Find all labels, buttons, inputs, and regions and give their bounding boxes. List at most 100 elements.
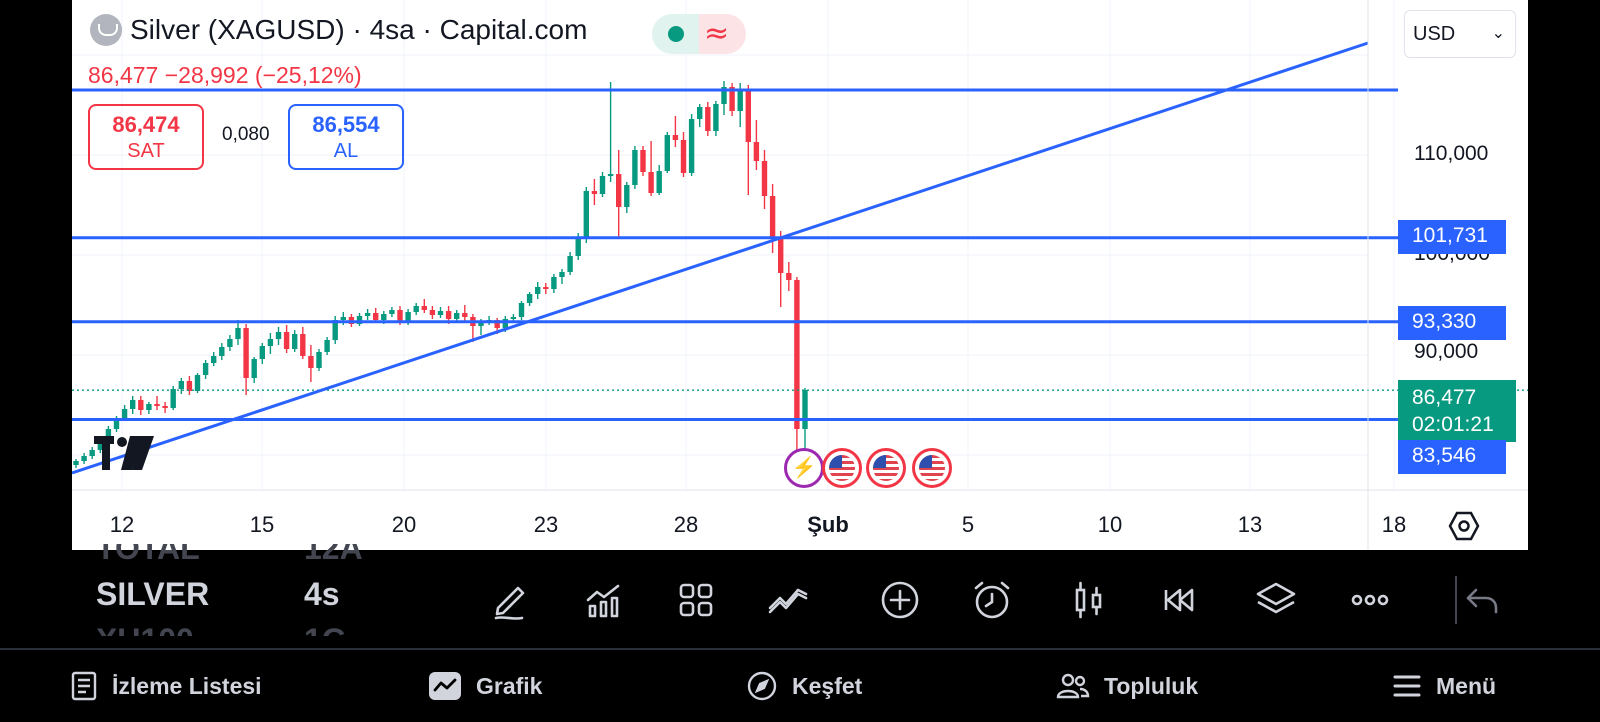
capital-logo-icon [90,14,122,46]
x-tick-label: 23 [533,512,559,537]
nav-community-label: Topluluk [1104,672,1199,699]
chart-settings-icon[interactable] [1448,510,1480,547]
nav-explore[interactable]: Keşfet [746,650,862,722]
candle-body [138,400,144,410]
candle-body [381,314,387,320]
nav-chart[interactable]: Grafik [428,650,542,722]
candle-body [518,303,525,317]
candle-body [235,328,241,339]
candle-body [697,107,703,119]
candle-body [729,87,735,111]
candle-body [178,381,184,389]
more-icon[interactable] [1348,578,1392,622]
candle-body [591,191,598,194]
us-flag-event-icon[interactable] [822,448,862,488]
x-tick-label: Şub [807,512,849,537]
compare-icon[interactable] [766,578,810,622]
candle-body [705,107,711,131]
chart-panel[interactable]: Silver (XAGUSD) · 4sa · Capital.com ≈ 86… [72,0,1528,550]
buy-label: AL [333,140,359,162]
candle-body [672,135,679,140]
level-price-tag[interactable]: 83,546 [1398,440,1506,474]
candle-body [445,311,452,319]
symbol-legend[interactable]: Silver (XAGUSD) · 4sa · Capital.com [90,14,587,46]
us-flag-event-icon[interactable] [866,448,906,488]
x-tick-label: 18 [1381,512,1407,537]
candle-body [316,352,322,368]
candle-body [421,306,427,310]
people-icon [1056,671,1090,701]
candle-body [745,91,751,142]
candle-body [146,404,152,410]
bottom-navigation: İzleme Listesi Grafik Keşfet Topluluk Me… [0,648,1600,722]
layout-grid-icon[interactable] [674,578,718,622]
pencil-icon[interactable] [490,578,534,622]
y-tick-label: 110,000 [1414,142,1489,165]
us-flag-event-icon[interactable] [912,448,952,488]
lightning-event-icon[interactable]: ⚡ [784,448,824,488]
candle-body [575,237,581,256]
candle-body [543,287,549,289]
x-tick-label: 15 [249,512,275,537]
symbol-name: SILVER [96,576,210,612]
candle-body [105,429,112,439]
candle-body [624,185,630,207]
sell-button[interactable]: 86,474 SAT [88,104,204,170]
nav-community[interactable]: Topluluk [1056,650,1198,722]
candle-body [97,439,103,450]
compass-icon [746,670,778,702]
market-open-icon [668,26,684,42]
sell-label: SAT [127,140,165,162]
add-icon[interactable] [878,578,922,622]
toolbar-divider [1455,576,1457,624]
candle-body [688,119,695,173]
candle-body [186,381,193,391]
candle-body [219,347,225,356]
chart-icon [428,671,462,701]
candle-body [211,356,217,363]
candle-body [510,317,517,319]
candles-icon[interactable] [1066,578,1110,622]
level-price-tag[interactable]: 101,731 [1398,220,1506,254]
candle-body [599,176,606,194]
candle-body [494,320,500,328]
data-delay-icon: ≈ [704,16,730,51]
buy-price: 86,554 [312,112,380,137]
nav-watchlist[interactable]: İzleme Listesi [70,650,262,722]
buy-button[interactable]: 86,554 AL [288,104,404,170]
menu-icon [1392,673,1422,699]
candle-body [794,280,800,429]
nav-menu[interactable]: Menü [1392,650,1496,722]
level-price-tag[interactable]: 93,330 [1398,306,1506,340]
x-tick-label: 10 [1097,512,1123,537]
symbol-timeframe: 4s [304,576,340,612]
undo-icon[interactable] [1460,578,1504,622]
trend-line [72,41,1369,475]
candle-body [275,332,282,339]
candle-body [648,172,654,193]
candle-body [753,142,760,161]
replay-icon[interactable] [1158,578,1202,622]
candle-body [332,320,338,340]
tradingview-logo-icon [94,436,156,475]
y-tick-label: 90,000 [1414,340,1479,363]
candle-body [227,339,233,347]
alarm-icon[interactable] [970,578,1014,622]
candle-body [397,310,403,322]
nav-explore-label: Keşfet [792,672,863,699]
candle-body [454,313,460,319]
last-price: 86,477 [1412,386,1477,409]
market-status-pill[interactable]: ≈ [652,14,746,54]
candle-body [616,174,622,207]
candle-body [737,91,743,111]
candle-body [462,313,468,317]
candle-body [130,400,136,409]
indicators-icon[interactable] [582,578,626,622]
symbol-switcher[interactable]: TOTAL 12A SILVER 4s XU100 1G [96,544,416,636]
layers-icon[interactable] [1254,578,1298,622]
bar-countdown: 02:01:21 [1412,413,1494,436]
currency-select[interactable]: USD ⌄ [1404,10,1516,58]
candle-body [202,363,209,375]
candle-body [413,306,419,312]
nav-chart-label: Grafik [476,672,543,699]
